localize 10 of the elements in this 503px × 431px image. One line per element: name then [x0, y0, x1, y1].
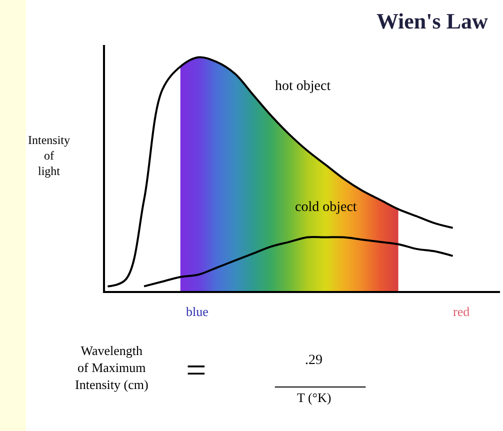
- text: red: [453, 304, 470, 319]
- chart-title: Wien's Law: [376, 8, 488, 34]
- text: blue: [186, 304, 209, 319]
- y-axis-title: Intensity of light: [28, 133, 70, 178]
- text: T (°K): [297, 390, 332, 405]
- annotation: hot object: [275, 79, 331, 94]
- text: Wavelength of Maximum Intensity (cm): [75, 343, 148, 392]
- text: .29: [305, 353, 322, 368]
- text: =: [186, 350, 206, 390]
- annotation: cold object: [295, 200, 357, 215]
